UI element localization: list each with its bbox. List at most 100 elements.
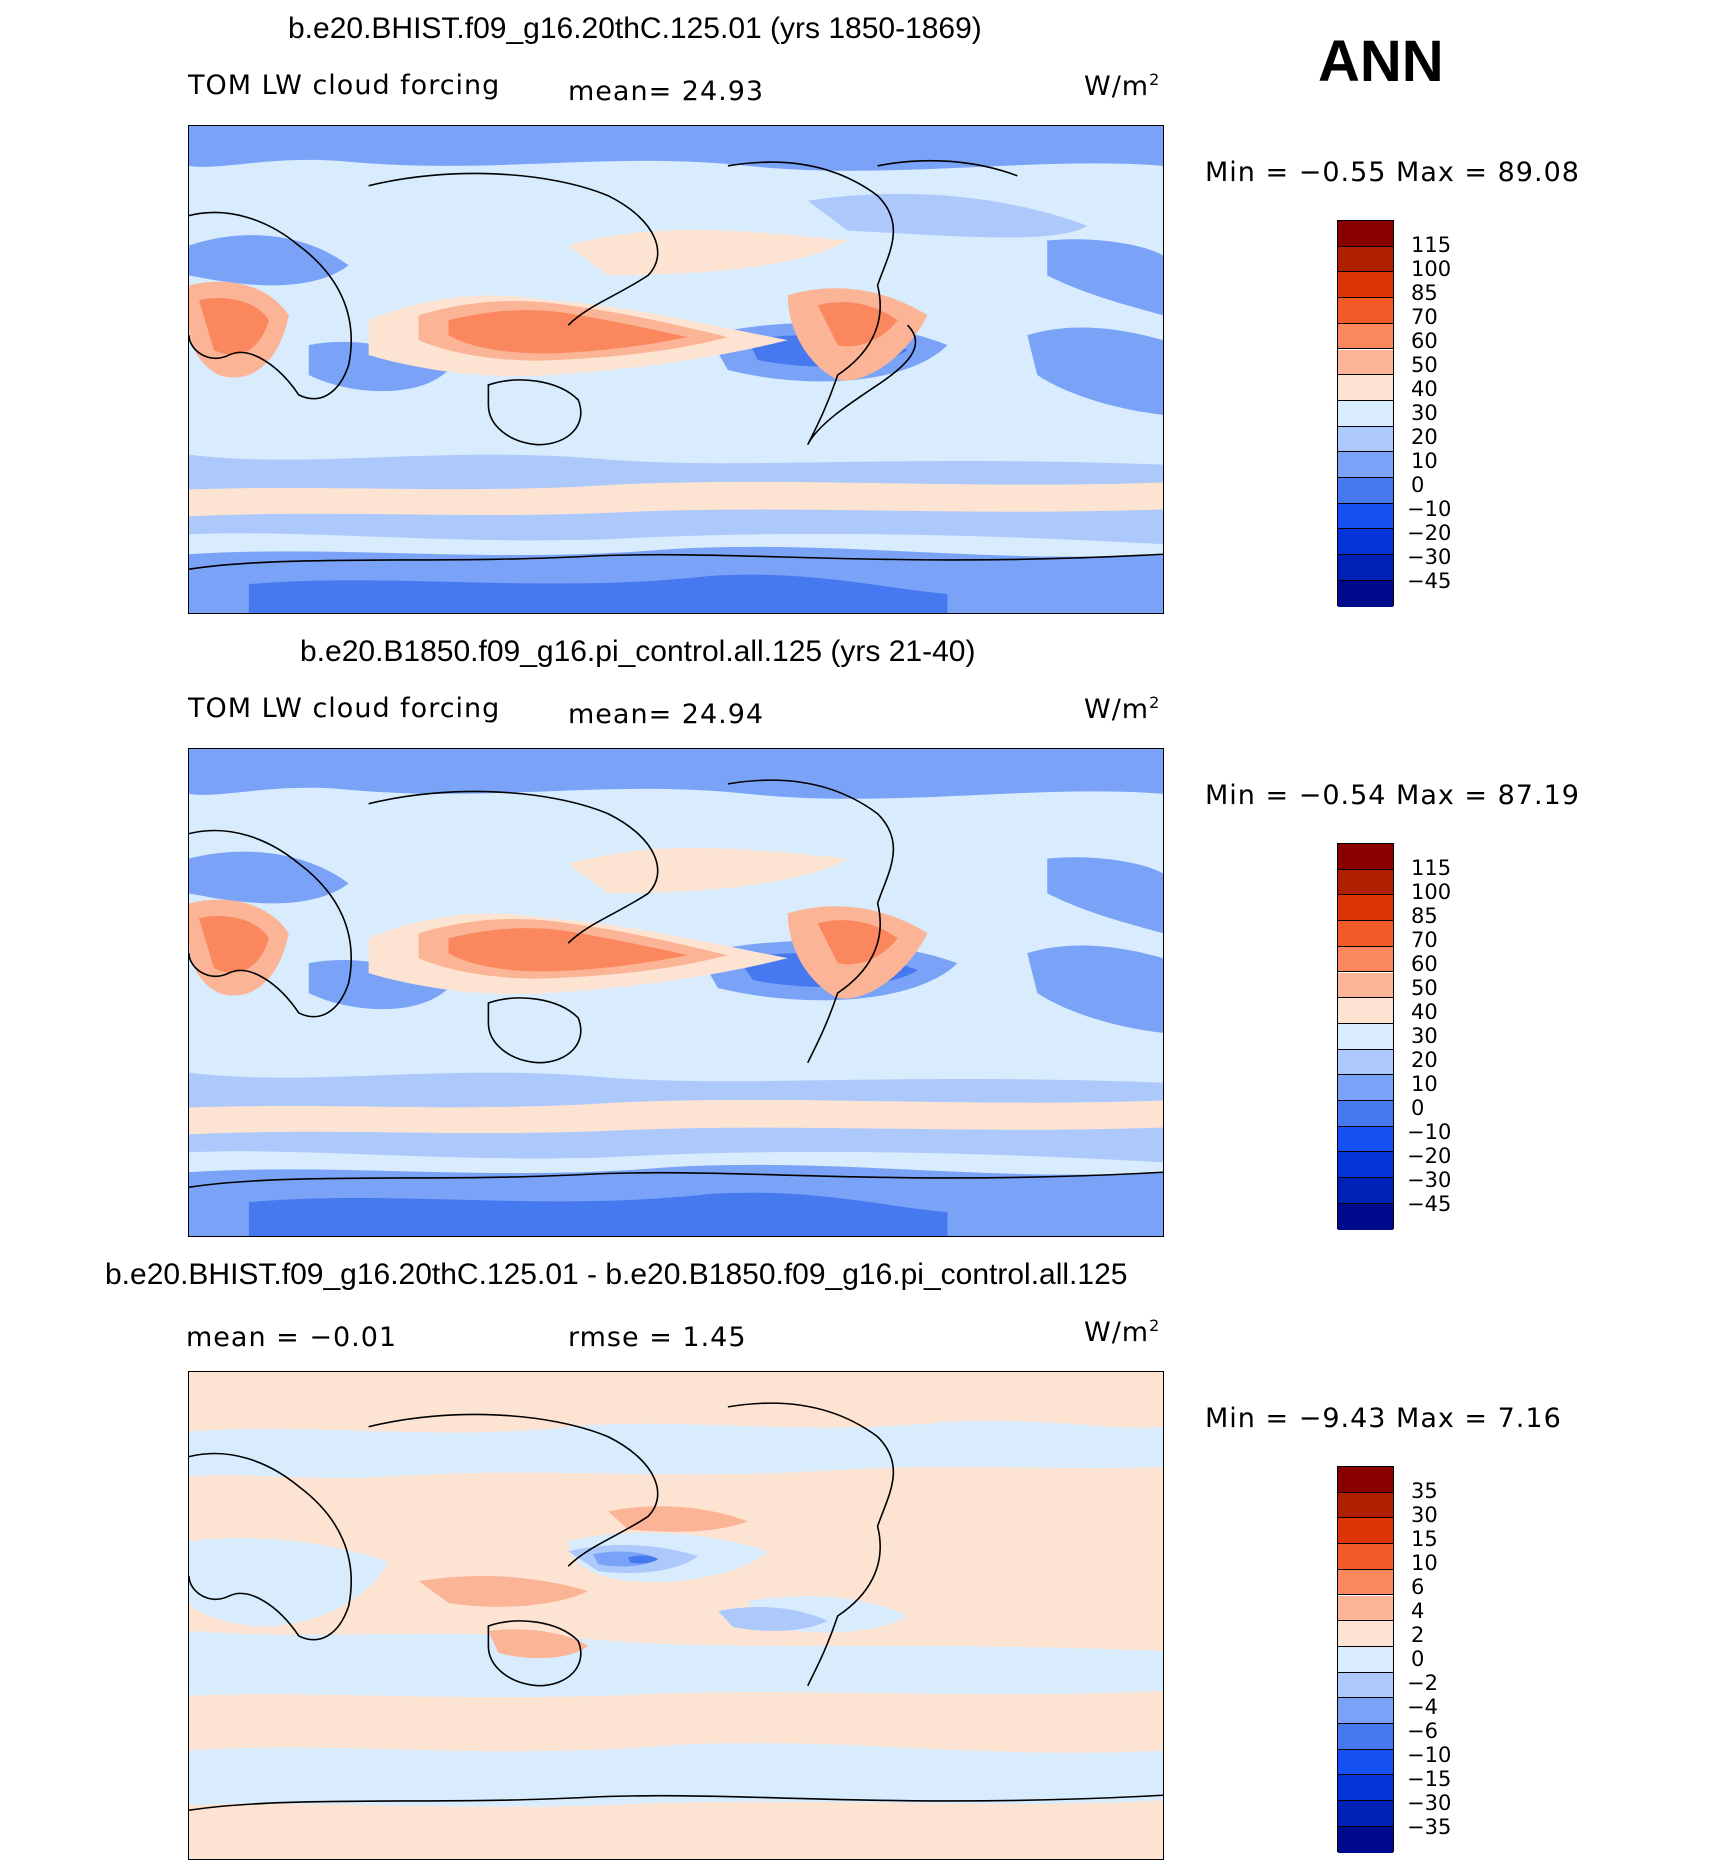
panel3-contour-field: [189, 1372, 1163, 1859]
panel1-cbar-label: 70: [1411, 305, 1438, 329]
panel1-cbar-seg: [1338, 400, 1393, 427]
panel2-cbar-label: 10: [1411, 1072, 1438, 1096]
panel2-cbar-label: 85: [1411, 904, 1438, 928]
panel1-mean-label: mean= 24.93: [568, 76, 765, 107]
season-label: ANN: [1318, 29, 1444, 94]
panel2-cbar-label: −10: [1407, 1120, 1452, 1144]
panel3-cbar-seg: [1338, 1621, 1393, 1647]
panel2-variable-label: TOM LW cloud forcing: [188, 693, 501, 724]
panel2-cbar-seg: [1338, 972, 1393, 999]
panel1-units: W/m2: [1084, 70, 1161, 102]
panel2-cbar-seg: [1338, 1178, 1393, 1204]
panel1-map: [188, 125, 1164, 614]
panel2-units: W/m2: [1084, 693, 1161, 725]
panel2-cbar-seg: [1338, 946, 1393, 973]
panel2-cbar-seg: [1338, 921, 1393, 947]
panel3-cbar-seg: [1338, 1595, 1393, 1622]
panel3-map: [188, 1371, 1164, 1860]
panel2-cbar-label: 70: [1411, 928, 1438, 952]
panel1-cbar-label: −20: [1407, 521, 1452, 545]
panel2-cbar-seg: [1338, 844, 1393, 870]
panel1-colorbar-box: [1337, 220, 1394, 607]
panel1-cbar-seg: [1338, 452, 1393, 478]
panel3-cbar-label: −35: [1407, 1815, 1452, 1839]
panel2-cbar-label: 60: [1411, 952, 1438, 976]
panel3-cbar-seg: [1338, 1646, 1393, 1673]
panel3-cbar-label: 0: [1411, 1647, 1425, 1671]
panel1-minmax: Min = −0.55 Max = 89.08: [1205, 157, 1580, 188]
panel2-cbar-label: 40: [1411, 1000, 1438, 1024]
panel3-cbar-seg: [1338, 1492, 1393, 1519]
panel1-contour-field: [189, 126, 1163, 613]
panel1-cbar-label: 100: [1411, 257, 1452, 281]
panel2-colorbar: 115 100 85 70 60 50 40 30 20 10 0 −10 −2…: [1337, 843, 1451, 1230]
panel1-cbar-seg: [1338, 503, 1393, 530]
panel3-cbar-label: 15: [1411, 1527, 1438, 1551]
panel3-cbar-seg: [1338, 1724, 1393, 1750]
panel2-cbar-label: 30: [1411, 1024, 1438, 1048]
panel2-cbar-label: −45: [1407, 1192, 1452, 1216]
panel3-colorbar-box: [1337, 1466, 1394, 1853]
panel2-cbar-seg: [1338, 1023, 1393, 1050]
panel2-cbar-seg: [1338, 895, 1393, 922]
panel3-cbar-label: −10: [1407, 1743, 1452, 1767]
panel3-cbar-seg: [1338, 1698, 1393, 1724]
panel2-cbar-label: −20: [1407, 1144, 1452, 1168]
panel1-cbar-seg: [1338, 555, 1393, 581]
panel1-cbar-seg: [1338, 323, 1393, 350]
panel2-cbar-label: 100: [1411, 880, 1452, 904]
panel2-cbar-seg: [1338, 1101, 1393, 1127]
panel3-cbar-seg: [1338, 1467, 1393, 1493]
panel3-cbar-seg: [1338, 1801, 1393, 1827]
panel3-cbar-label: 10: [1411, 1551, 1438, 1575]
panel1-cbar-label: 115: [1411, 233, 1452, 257]
panel2-map: [188, 748, 1164, 1237]
panel1-cbar-seg: [1338, 349, 1393, 376]
panel1-cbar-label: 20: [1411, 425, 1438, 449]
panel2-contour-field: [189, 749, 1163, 1236]
panel2-colorbar-box: [1337, 843, 1394, 1230]
panel2-title: b.e20.B1850.f09_g16.pi_control.all.125 (…: [300, 635, 976, 668]
panel1-cbar-label: −45: [1407, 569, 1452, 593]
panel1-cbar-seg: [1338, 298, 1393, 324]
panel2-cbar-label: 0: [1411, 1096, 1425, 1120]
panel2-cbar-seg: [1338, 1203, 1393, 1230]
panel2-cbar-seg: [1338, 1152, 1393, 1179]
panel2-cbar-seg: [1338, 869, 1393, 896]
panel3-cbar-label: 4: [1411, 1599, 1425, 1623]
panel3-cbar-seg: [1338, 1749, 1393, 1776]
panel1-cbar-label: 10: [1411, 449, 1438, 473]
panel3-cbar-label: −15: [1407, 1767, 1452, 1791]
panel2-cbar-label: 50: [1411, 976, 1438, 1000]
panel1-cbar-seg: [1338, 478, 1393, 504]
panel3-title: b.e20.BHIST.f09_g16.20thC.125.01 - b.e20…: [105, 1258, 1128, 1291]
panel1-cbar-label: 0: [1411, 473, 1425, 497]
panel1-colorbar: 115 100 85 70 60 50 40 30 20 10 0 −10 −2…: [1337, 220, 1451, 607]
panel3-cbar-label: −2: [1407, 1671, 1438, 1695]
panel3-cbar-seg: [1338, 1544, 1393, 1570]
panel1-cbar-seg: [1338, 529, 1393, 556]
panel2-mean-label: mean= 24.94: [568, 699, 765, 730]
panel2-cbar-seg: [1338, 998, 1393, 1024]
panel3-cbar-label: 35: [1411, 1479, 1438, 1503]
panel3-cbar-label: 2: [1411, 1623, 1425, 1647]
panel1-cbar-seg: [1338, 375, 1393, 401]
panel3-cbar-seg: [1338, 1672, 1393, 1699]
panel2-cbar-label: 115: [1411, 856, 1452, 880]
panel1-variable-label: TOM LW cloud forcing: [188, 70, 501, 101]
panel3-cbar-label: 6: [1411, 1575, 1425, 1599]
panel1-cbar-seg: [1338, 272, 1393, 299]
panel3-mean-label: mean = −0.01: [186, 1322, 398, 1353]
panel2-minmax: Min = −0.54 Max = 87.19: [1205, 780, 1580, 811]
panel1-title: b.e20.BHIST.f09_g16.20thC.125.01 (yrs 18…: [288, 12, 982, 45]
panel1-cbar-seg: [1338, 426, 1393, 453]
panel2-cbar-seg: [1338, 1049, 1393, 1076]
panel3-cbar-label: −30: [1407, 1791, 1452, 1815]
panel1-cbar-label: 50: [1411, 353, 1438, 377]
panel3-cbar-label: 30: [1411, 1503, 1438, 1527]
panel1-cbar-seg: [1338, 221, 1393, 247]
panel1-cbar-label: −30: [1407, 545, 1452, 569]
panel1-cbar-label: 30: [1411, 401, 1438, 425]
panel3-units: W/m2: [1084, 1316, 1161, 1348]
panel1-cbar-seg: [1338, 580, 1393, 607]
